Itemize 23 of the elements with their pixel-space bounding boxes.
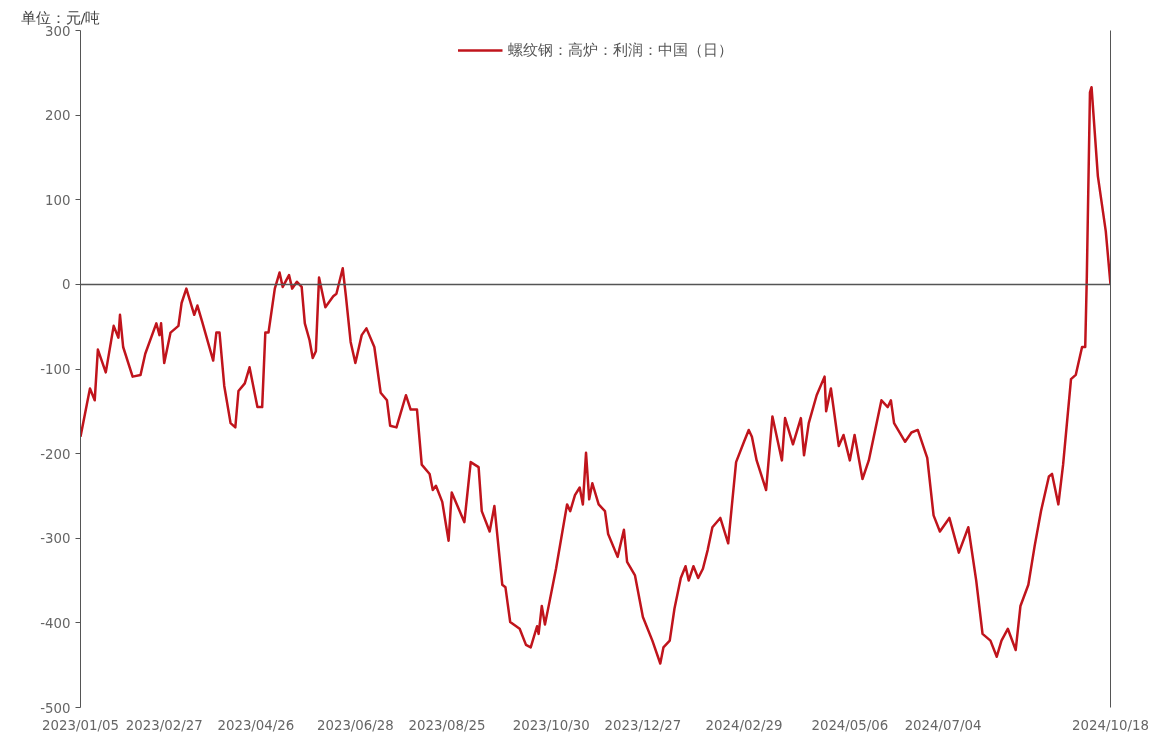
y-tick-label: -200 (40, 446, 71, 462)
y-tick-label: -100 (40, 362, 71, 377)
y-tick-label: 100 (45, 192, 71, 208)
x-tick-label: 2024/05/06 (811, 717, 889, 733)
line-series (80, 85, 1111, 665)
y-tick-label: 0 (62, 277, 71, 293)
x-tick-label: 2023/08/25 (408, 717, 486, 733)
x-tick-label: 2023/04/26 (217, 717, 295, 733)
y-tick-label: -400 (40, 615, 71, 631)
y-tick-label: 300 (45, 23, 71, 39)
x-tick-label: 2023/10/30 (512, 717, 590, 733)
y-tick-label: -300 (40, 531, 71, 547)
x-tick-label: 2024/02/29 (705, 717, 783, 733)
x-tick-label: 2024/10/18 (1072, 717, 1149, 733)
x-tick-label: 2023/01/05 (42, 717, 119, 733)
x-tick-label: 2023/06/28 (316, 717, 394, 733)
legend-label: 螺纹钢：高炉：利润：中国（日） (507, 40, 733, 60)
y-tick-label: 200 (45, 108, 71, 124)
x-tick-label: 2023/02/27 (125, 717, 203, 733)
x-tick-label: 2023/12/27 (604, 717, 682, 733)
y-axis-title: 单位：元/吨 (20, 8, 101, 26)
y-tick-label: -500 (40, 700, 71, 716)
x-tick-label: 2024/07/04 (904, 717, 982, 733)
